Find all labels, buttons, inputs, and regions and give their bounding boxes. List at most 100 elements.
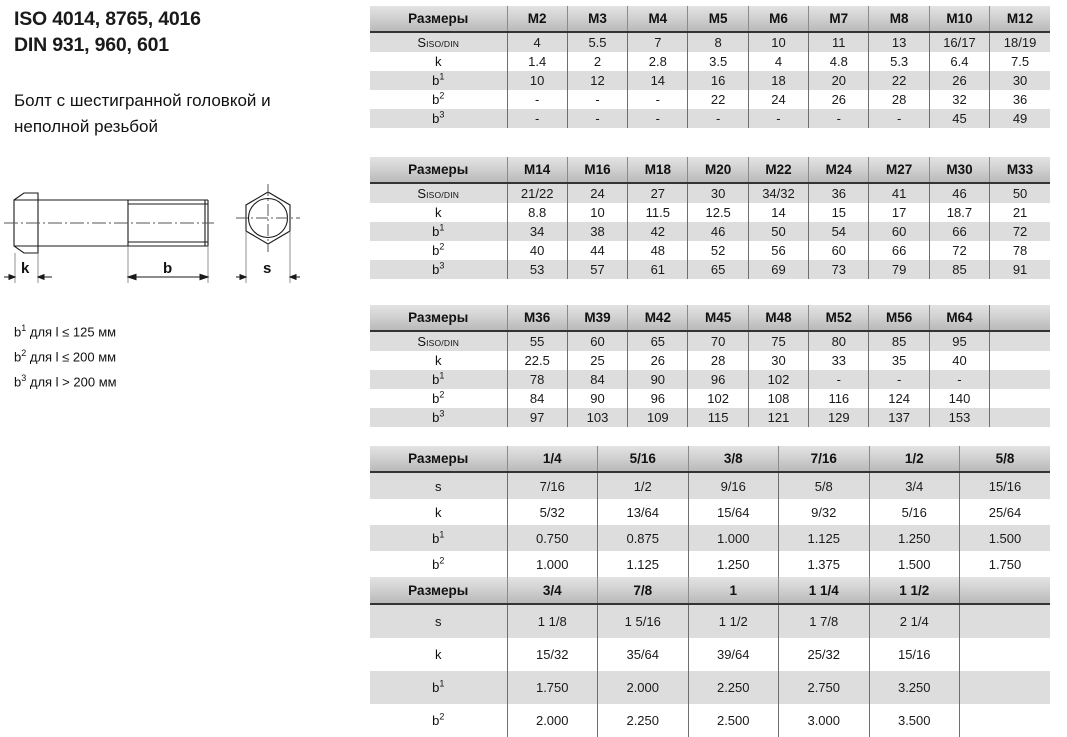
column-header-1-1-4: 1 1/4 [778,577,869,605]
bolt-technical-drawing: k b s [4,184,300,283]
table-cell: 6.4 [928,52,990,71]
column-header-dimensions: Размеры [370,577,507,605]
table-cell: 39/64 [687,638,779,671]
table-cell: 2.000 [506,704,598,737]
table-cell: 108 [747,389,809,408]
table-cell: 1.500 [868,551,960,577]
column-header-m4: M4 [627,6,688,33]
table-cell: - [808,109,869,128]
row-label-k: k [370,638,507,671]
table-cell: 52 [687,241,749,260]
table-cell: 140 [928,389,990,408]
table-cell-empty [989,370,1050,389]
table-cell: 79 [868,260,930,279]
table-cell: 42 [627,222,688,241]
table-cell: 5.3 [868,52,930,71]
table-cell: 124 [868,389,930,408]
row-label-b1: b1 [370,370,507,389]
footnote-b2: b2 для l ≤ 200 мм [14,343,117,368]
column-header-m20: M20 [687,157,749,184]
table-cell: 15/16 [868,638,960,671]
footnote-exponent: 1 [21,323,27,333]
table-cell: 1 5/16 [597,604,688,638]
footnote-b1: b1 для l ≤ 125 мм [14,318,117,343]
row-label-k: k [370,351,507,370]
footnote-exponent: 3 [21,372,27,383]
table-row: b1 1.750 2.000 2.250 2.750 3.250 [370,671,1050,704]
table-cell: 2.750 [778,671,869,704]
table-cell-empty [959,638,1050,671]
table-cell: 10 [747,32,809,52]
table-cell: 61 [627,260,688,279]
table-cell: 8 [687,32,749,52]
column-header-m39: M39 [566,305,628,332]
table-cell: 12 [566,71,628,90]
table-cell: 2.000 [597,671,688,704]
column-header-m14: M14 [506,157,568,184]
table-cell: 129 [808,408,869,427]
table-cell: 16 [687,71,749,90]
table-cell: 14 [627,71,688,90]
column-header-m5: M5 [687,6,749,33]
table-cell: 26 [808,90,869,109]
row-label-k: k [370,203,507,222]
table-cell-empty [989,408,1050,427]
table-cell: 115 [687,408,749,427]
table-cell: 11 [808,32,869,52]
column-header-m6: M6 [747,6,809,33]
table-cell: 1 1/2 [687,604,779,638]
table-cell: 18.7 [928,203,990,222]
column-header-empty [989,305,1050,332]
table-cell: 45 [928,109,990,128]
column-header-m42: M42 [627,305,688,332]
table-cell: - [928,370,990,389]
table-row: k 5/32 13/64 15/64 9/32 5/16 25/64 [370,499,1050,525]
table-cell: - [808,370,869,389]
table-cell: 80 [808,331,869,351]
footnotes-block: b1 для l ≤ 125 мм b2 для l ≤ 200 мм b3 д… [14,318,117,392]
table-cell: 40 [506,241,568,260]
table-cell: 46 [928,183,990,203]
table-cell: 26 [627,351,688,370]
dimensions-table-imperial-three-quarters-one-half: Размеры 3/4 7/8 1 1 1/4 1 1/2 s 1 1/8 1 5/16 1 1/… [370,577,1050,737]
table-cell: 90 [627,370,688,389]
table-cell: 38 [566,222,628,241]
table-cell: 18/19 [989,32,1050,52]
column-header-m33: M33 [989,157,1050,184]
table-row: b2 1.000 1.125 1.250 1.375 1.500 1.750 [370,551,1050,577]
page-title: ISO 4014, 8765, 4016 DIN 931, 960, 601 [14,6,354,58]
table-cell: 102 [687,389,749,408]
table-cell: 2 [566,52,628,71]
table-cell: 55 [506,331,568,351]
row-label-s-iso-din: SISO/DIN [370,183,507,203]
row-label-b2: b2 [370,551,507,577]
column-header-m18: M18 [627,157,688,184]
table-cell-empty [959,671,1050,704]
table-row: b1 0.750 0.875 1.000 1.125 1.250 1.500 [370,525,1050,551]
product-description: Болт с шестигранной головкой и неполной … [14,91,271,136]
table-row: k 8.8 10 11.5 12.5 14 15 17 18.7 21 [370,203,1050,222]
table-cell: 21/22 [506,183,568,203]
table-cell-empty [989,331,1050,351]
dimensions-table-metric-m14-m33: Размеры M14 M16 M18 M20 M22 M24 M27 M30 M33 SISO/D… [370,157,1050,279]
table-row: b1 34 38 42 46 50 54 60 66 72 [370,222,1050,241]
table-cell: 84 [506,389,568,408]
table-row: b3- - - - - - -45 49 [370,109,1050,128]
table-cell: 40 [928,351,990,370]
table-cell: 30 [989,71,1050,90]
table-cell: 1.125 [778,525,869,551]
table-cell: 28 [868,90,930,109]
table-cell: 34 [506,222,568,241]
table-cell: 69 [747,260,809,279]
footnote-text: для l > 200 мм [26,373,117,389]
table-cell: 11.5 [627,203,688,222]
row-label-s: s [370,604,507,638]
table-cell: - [687,109,749,128]
column-header-m22: M22 [747,157,809,184]
table-cell: 96 [627,389,688,408]
row-label-b2: b2 [370,704,507,737]
table-cell: 8.8 [506,203,568,222]
table-cell: 0.875 [597,525,688,551]
table-cell: 75 [747,331,809,351]
table-cell: 36 [808,183,869,203]
